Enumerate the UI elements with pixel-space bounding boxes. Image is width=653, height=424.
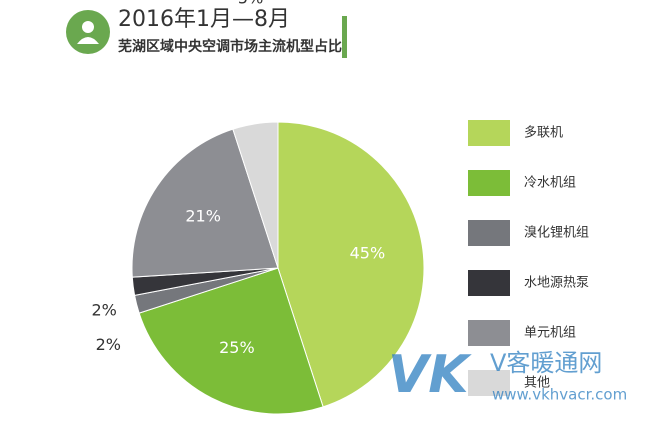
value-label: 45% [350,243,386,262]
watermark-logo: VK [388,345,472,405]
chart-subtitle: 芜湖区域中央空调市场主流机型占比 [118,38,342,55]
pie-slice [138,267,324,415]
pie: 45% 25% 2% 2% 21% 5% [91,0,425,415]
legend-label: 单元机组 [524,326,576,341]
value-label: 21% [185,207,221,226]
value-label: 2% [91,301,116,320]
value-label: 2% [96,335,121,354]
legend-swatch [468,270,510,296]
pie-slice [131,128,279,278]
watermark-brand: V客暖通网 [490,349,602,377]
legend-label: 其他 [524,376,550,391]
legend-label: 多联机 [524,125,563,141]
header-bar [342,16,347,58]
value-label: 25% [219,338,255,357]
chart-title: 2016年1月—8月 [118,7,290,32]
legend-swatch [468,120,510,146]
value-label: 5% [238,0,263,8]
pie-slice [232,121,279,269]
legend-swatch [468,370,510,396]
icon-body [77,37,99,44]
legend-label: 冷水机组 [524,176,576,191]
watermark: VK V客暖通网 www.vkhvacr.com [388,345,627,405]
legend-swatch [468,170,510,196]
legend-swatch [468,320,510,346]
legend-label: 溴化锂机组 [524,226,589,241]
icon-head [82,21,94,33]
legend-swatch [468,220,510,246]
pie-slice [277,121,425,408]
watermark-url: www.vkhvacr.com [492,386,627,404]
legend-label: 水地源热泵 [524,276,589,291]
